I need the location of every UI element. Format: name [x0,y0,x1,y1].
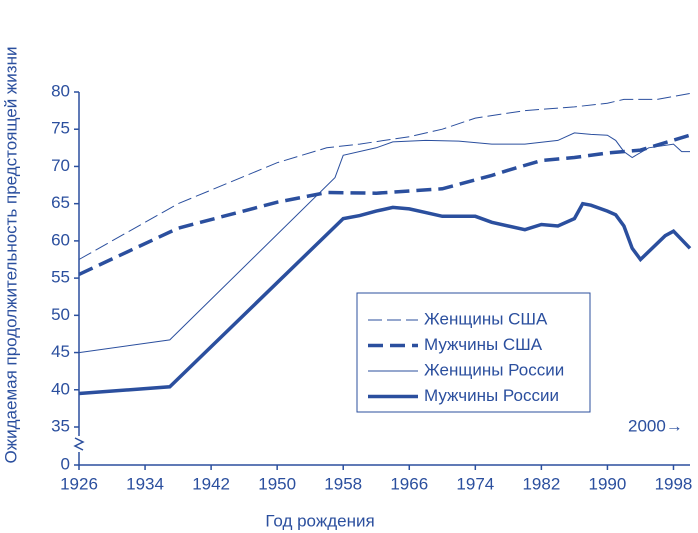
x-tick-label: 1926 [60,474,98,493]
y-tick-label: 40 [51,379,70,398]
series-line [78,93,691,260]
series-line [78,201,692,396]
series-line [78,132,690,354]
legend-label: Женщины США [424,309,548,328]
y-tick-label: 35 [51,416,70,435]
y-tick-label: 80 [51,81,70,100]
x-axis-label: Год рождения [265,511,374,530]
legend-label: Мужчины России [424,386,559,405]
y-tick-label: 55 [51,268,70,287]
legend-label: Женщины России [424,360,564,379]
x-tick-label: 1934 [126,474,164,493]
x-tick-label: 1966 [390,474,428,493]
y-tick-label: 50 [51,305,70,324]
y-tick-label: 45 [51,342,70,361]
x-tick-label: 1958 [324,474,362,493]
axis-break [73,437,85,451]
x-tick-label: 1942 [192,474,230,493]
x-tick-label: 1974 [456,474,494,493]
x-tick-label: 1990 [589,474,627,493]
series-line [78,133,691,276]
x-tick-label: 1982 [522,474,560,493]
x-tick-label: 1998 [655,474,693,493]
legend-box [356,292,591,413]
annotation: 2000→ [628,416,683,435]
y-tick-label: 65 [51,193,70,212]
y-tick-label: 0 [61,454,70,473]
legend-label: Мужчины США [424,335,543,354]
x-tick-label: 1950 [258,474,296,493]
y-tick-label: 60 [51,230,70,249]
y-tick-label: 70 [51,156,70,175]
y-axis-label: Ожидаемая продолжительность предстоящей … [1,47,20,464]
y-tick-label: 75 [51,119,70,138]
